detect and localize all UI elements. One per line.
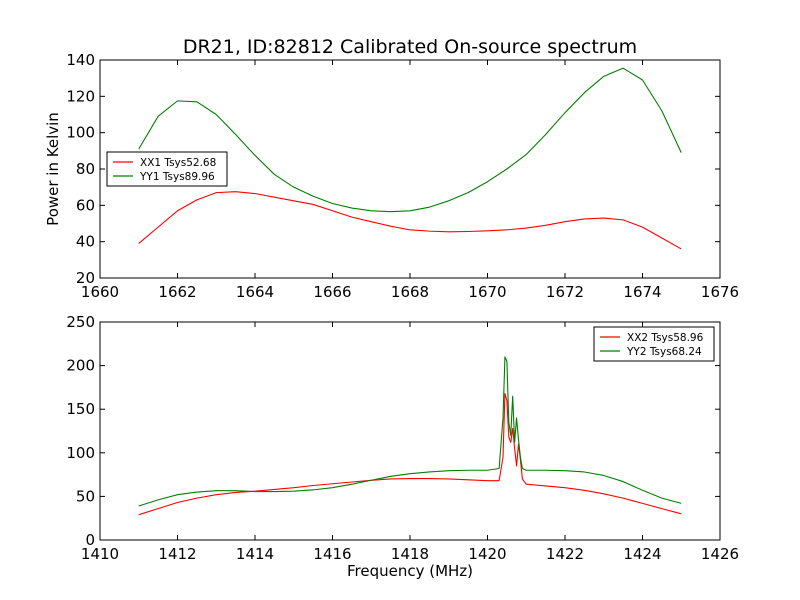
y-axis-label-1: Power in Kelvin: [44, 112, 62, 226]
legend-label-1-1: XX1 Tsys52.68: [140, 157, 216, 169]
x-tick-label-1-8: 1676: [701, 283, 739, 301]
x-tick-label-1-1: 1662: [158, 283, 196, 301]
y-tick-label-1-4: 100: [66, 124, 95, 142]
y-tick-label-2-1: 50: [76, 487, 95, 505]
x-tick-label-2-5: 1420: [468, 545, 506, 563]
y-tick-label-1-6: 140: [66, 51, 95, 69]
y-tick-label-1-1: 40: [76, 233, 95, 251]
y-tick-label-2-3: 150: [66, 400, 95, 418]
x-tick-label-1-7: 1674: [623, 283, 661, 301]
legend-1: XX1 Tsys52.68 YY1 Tsys89.96: [106, 151, 228, 187]
legend-label-2-1: XX2 Tsys58.96: [627, 332, 704, 344]
y-tick-label-1-2: 60: [76, 196, 95, 214]
x-tick-label-2-0: 1410: [81, 545, 119, 563]
series-line-1-1: [138, 191, 682, 250]
legend-label-1-2: YY1 Tsys89.96: [139, 171, 215, 183]
series-line-2-1: [138, 392, 682, 516]
x-tick-label-2-4: 1418: [391, 545, 429, 563]
x-tick-label-2-8: 1426: [701, 545, 739, 563]
x-axis-label-2: Frequency (MHz): [347, 562, 473, 580]
chart-panel-2: 1410 1412 1414 1416 1418 1420 1422 1424 1426 0 50 1…: [66, 313, 739, 580]
y-tick-label-1-0: 20: [76, 269, 95, 287]
y-tick-label-1-5: 120: [66, 87, 95, 105]
chart-panels: 1660 1662 1664 1666 1668 1670 1672 1674 1676 20 40…: [44, 51, 739, 580]
x-tick-label-2-3: 1416: [313, 545, 351, 563]
x-tick-label-2-2: 1414: [236, 545, 274, 563]
y-tick-label-1-3: 80: [76, 160, 95, 178]
x-tick-label-2-6: 1422: [546, 545, 584, 563]
x-tick-label-1-0: 1660: [81, 283, 119, 301]
x-tick-label-1-4: 1668: [391, 283, 429, 301]
chart-title: DR21, ID:82812 Calibrated On-source spec…: [183, 36, 637, 58]
y-tick-label-2-5: 250: [66, 313, 95, 331]
x-tick-label-1-6: 1672: [546, 283, 584, 301]
y-tick-label-2-4: 200: [66, 357, 95, 375]
y-tick-label-2-0: 0: [85, 531, 95, 549]
chart-panel-1: 1660 1662 1664 1666 1668 1670 1672 1674 1676 20 40…: [44, 51, 739, 301]
x-tick-label-2-1: 1412: [158, 545, 196, 563]
legend-label-2-2: YY2 Tsys68.24: [626, 346, 702, 358]
series-line-2-2: [138, 356, 682, 507]
x-tick-label-1-3: 1666: [313, 283, 351, 301]
legend-box-1: [106, 151, 228, 187]
x-tick-label-1-2: 1664: [236, 283, 274, 301]
x-tick-label-1-5: 1670: [468, 283, 506, 301]
legend-2: XX2 Tsys58.96 YY2 Tsys68.24: [593, 326, 715, 362]
legend-box-2: [593, 326, 715, 362]
y-tick-label-2-2: 100: [66, 444, 95, 462]
x-tick-label-2-7: 1424: [623, 545, 661, 563]
series-line-1-2: [138, 67, 682, 213]
